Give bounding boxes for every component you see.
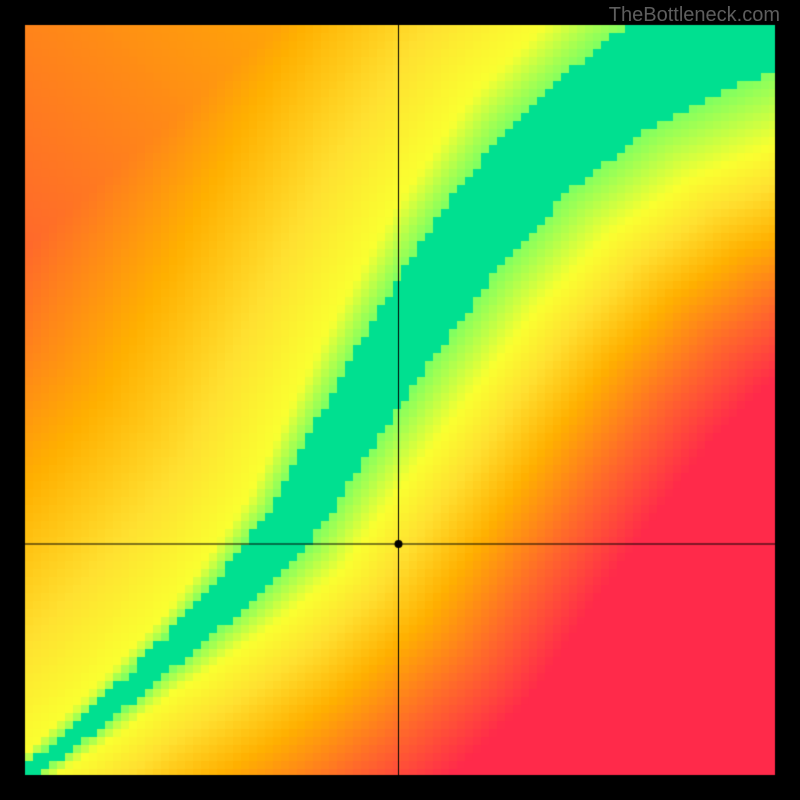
watermark-label: TheBottleneck.com xyxy=(609,4,780,27)
bottleneck-heatmap xyxy=(0,0,800,800)
